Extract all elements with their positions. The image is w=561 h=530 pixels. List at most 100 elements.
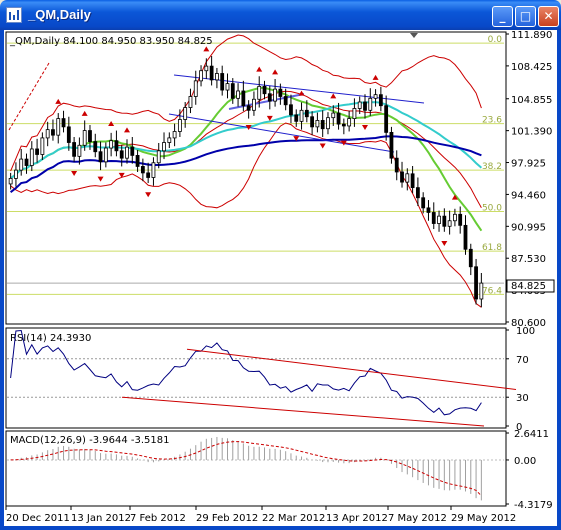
fib-level-label: 23.6: [482, 116, 502, 126]
fractal-down-icon: [319, 143, 326, 149]
fractal-up-icon: [451, 194, 458, 200]
candle-body: [363, 101, 367, 111]
rsi-axis: 100 70 30 0: [506, 326, 535, 433]
candle-body: [162, 142, 166, 152]
macd-pane-border: [5, 430, 507, 507]
fractal-up-icon: [372, 74, 379, 80]
candle-body: [225, 83, 230, 91]
candle-body: [310, 116, 315, 128]
fractal-down-icon: [362, 125, 368, 131]
candle-body: [88, 130, 92, 142]
maximize-button[interactable]: □: [515, 6, 536, 27]
price-candles: [8, 55, 484, 308]
candle-body: [262, 85, 267, 95]
candle-body: [19, 158, 24, 171]
fractal-up-icon: [330, 93, 337, 99]
candle-body: [215, 73, 219, 81]
candle-body: [40, 137, 45, 155]
rsi-channel-line: [121, 396, 485, 427]
macd-header: MACD(12,26,9) -3.9644 -3.5181: [10, 435, 170, 446]
rsi-header: RSI(14) 24.3930: [10, 333, 91, 344]
chart-canvas[interactable]: 0.0 23.6 38.2 50.0 61.8 76.4 111.890 108.425 10…: [4, 30, 557, 526]
fractal-up-icon: [272, 69, 279, 75]
time-tick-label: 29 Feb 2012: [196, 513, 258, 524]
candle-body: [415, 187, 420, 199]
candle-body: [468, 248, 473, 268]
candle-body: [405, 173, 410, 183]
shift-marker-icon[interactable]: [410, 33, 418, 38]
main-pane-border: [5, 31, 507, 325]
rsi-indicator: [7, 329, 517, 427]
candle-body: [236, 90, 240, 99]
fractal-up-icon: [55, 98, 62, 104]
candle-body: [119, 150, 124, 159]
fractal-down-icon: [118, 172, 125, 178]
candle-body: [188, 96, 193, 108]
candle-body: [442, 215, 447, 227]
price-tick-label: 111.890: [511, 30, 552, 41]
fibonacci-levels: 0.0 23.6 38.2 50.0 61.8 76.4: [7, 35, 504, 296]
candle-body: [378, 94, 383, 107]
candle-body: [51, 129, 55, 136]
rsi-tick-label: 70: [516, 355, 529, 366]
dashed-trend-line: [8, 62, 50, 131]
candle-body: [463, 224, 468, 250]
candle-body: [447, 220, 452, 227]
close-button[interactable]: ✕: [538, 6, 559, 27]
macd-indicator: [7, 436, 504, 501]
title-bar[interactable]: _QM,Daily _ □ ✕: [0, 0, 561, 30]
candle-body: [299, 109, 304, 122]
time-tick-label: 7 Feb 2012: [130, 513, 186, 524]
fractal-down-icon: [97, 176, 104, 182]
price-tick-label: 87.530: [511, 254, 546, 265]
candle-body: [72, 142, 77, 157]
candle-body: [220, 73, 225, 91]
current-price-label: 84.825: [511, 281, 546, 292]
chart-area[interactable]: 0.0 23.6 38.2 50.0 61.8 76.4 111.890 108.425 10…: [4, 30, 557, 526]
current-price-box: [506, 279, 555, 293]
price-tick-label: 97.925: [511, 159, 546, 170]
rsi-line: [10, 329, 482, 416]
fractal-up-icon: [81, 110, 88, 116]
candle-body: [336, 112, 341, 125]
candle-body: [389, 131, 394, 159]
candle-body: [357, 101, 362, 109]
candle-body: [341, 123, 346, 127]
candle-body: [410, 173, 415, 189]
candle-body: [304, 109, 309, 118]
time-axis: 20 Dec 2011 13 Jan 2012 7 Feb 2012 29 Feb 2…: [5, 506, 516, 524]
candle-body: [294, 114, 299, 122]
rsi-tick-label: 0: [516, 422, 522, 433]
candle-body: [426, 207, 431, 213]
rsi-pane-border: [5, 327, 507, 429]
candle-body: [421, 197, 426, 209]
minimize-button[interactable]: _: [492, 6, 513, 27]
candle-body: [14, 169, 18, 179]
main-chart-header: _QM,Daily 84.100 84.950 83.950 84.825: [9, 36, 213, 47]
fib-level-label: 38.2: [482, 162, 502, 172]
macd-axis: 2.6411 0.00 -4.3179: [506, 429, 553, 511]
candle-body: [368, 97, 373, 111]
candle-body: [66, 126, 71, 143]
candle-body: [24, 158, 29, 166]
candle-body: [315, 120, 320, 128]
fractal-down-icon: [266, 115, 273, 121]
candle-body: [177, 119, 182, 132]
price-tick-label: 104.855: [511, 95, 552, 106]
candle-body: [209, 65, 214, 81]
rsi-tick-label: 30: [516, 393, 529, 404]
candle-body: [93, 141, 98, 153]
fib-level-label: 61.8: [482, 243, 502, 253]
candle-body: [35, 148, 39, 155]
candle-body: [384, 105, 389, 133]
candle-body: [400, 171, 404, 183]
fractal-up-icon: [256, 66, 263, 72]
window-title: _QM,Daily: [28, 7, 91, 22]
candle-body: [230, 83, 235, 99]
macd-signal-line: [10, 441, 482, 497]
candle-body: [241, 90, 246, 107]
candle-body: [167, 137, 172, 143]
candle-body: [394, 157, 399, 173]
trend-line: [228, 93, 305, 110]
